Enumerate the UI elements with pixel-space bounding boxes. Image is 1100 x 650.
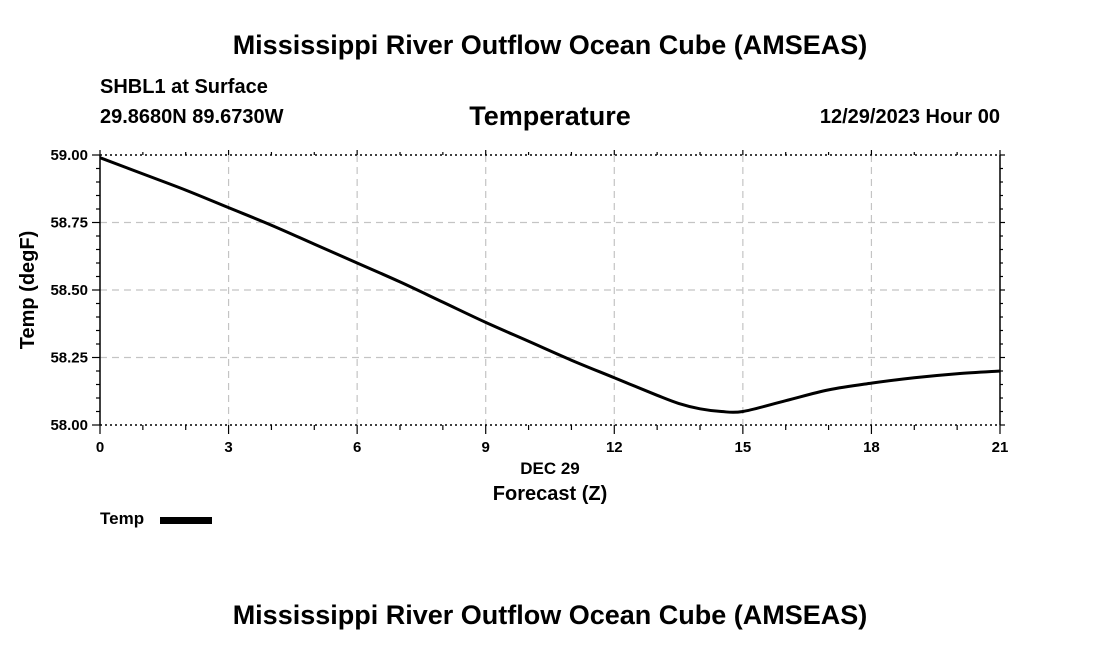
axes <box>92 150 1005 434</box>
series-layer <box>99 156 1001 414</box>
main-title: Mississippi River Outflow Ocean Cube (AM… <box>232 30 868 60</box>
chart-title-text: Temperature <box>469 101 631 131</box>
grid <box>100 154 1000 426</box>
x-tick-label: 3 <box>224 439 232 456</box>
series-line-temp <box>99 156 1001 414</box>
x-tick-label: 18 <box>863 439 880 456</box>
x-tick-label: 15 <box>735 439 752 456</box>
x-tick-label: 12 <box>606 439 623 456</box>
axis-labels: 0 3 6 9 12 15 18 21 58.00 58.25 58.50 58.75 59.00 DEC… <box>17 147 1008 505</box>
y-tick-label: 59.00 <box>50 147 88 164</box>
forecast-datetime: 12/29/2023 Hour 00 <box>819 106 1000 128</box>
x-tick-label: 0 <box>96 439 104 456</box>
station-label: SHBL1 at Surface <box>100 76 268 98</box>
y-tick-label: 58.25 <box>50 350 88 367</box>
chart-title: Temperature <box>0 101 1100 132</box>
y-axis-title: Temp (degF) <box>17 231 39 350</box>
x-axis-date-label: DEC 29 <box>520 459 580 478</box>
legend-swatch <box>160 517 212 524</box>
x-axis-title: Forecast (Z) <box>493 483 607 505</box>
x-tick-label: 6 <box>353 439 361 456</box>
legend-label: Temp <box>100 509 145 528</box>
x-tick-label: 21 <box>992 439 1009 456</box>
y-tick-label: 58.00 <box>50 417 88 434</box>
y-tick-label: 58.50 <box>50 282 88 299</box>
coordinates-label: 29.8680N 89.6730W <box>100 106 284 128</box>
x-tick-label: 9 <box>482 439 490 456</box>
footer-title: Mississippi River Outflow Ocean Cube (AM… <box>232 600 868 630</box>
y-tick-label: 58.75 <box>50 215 88 232</box>
